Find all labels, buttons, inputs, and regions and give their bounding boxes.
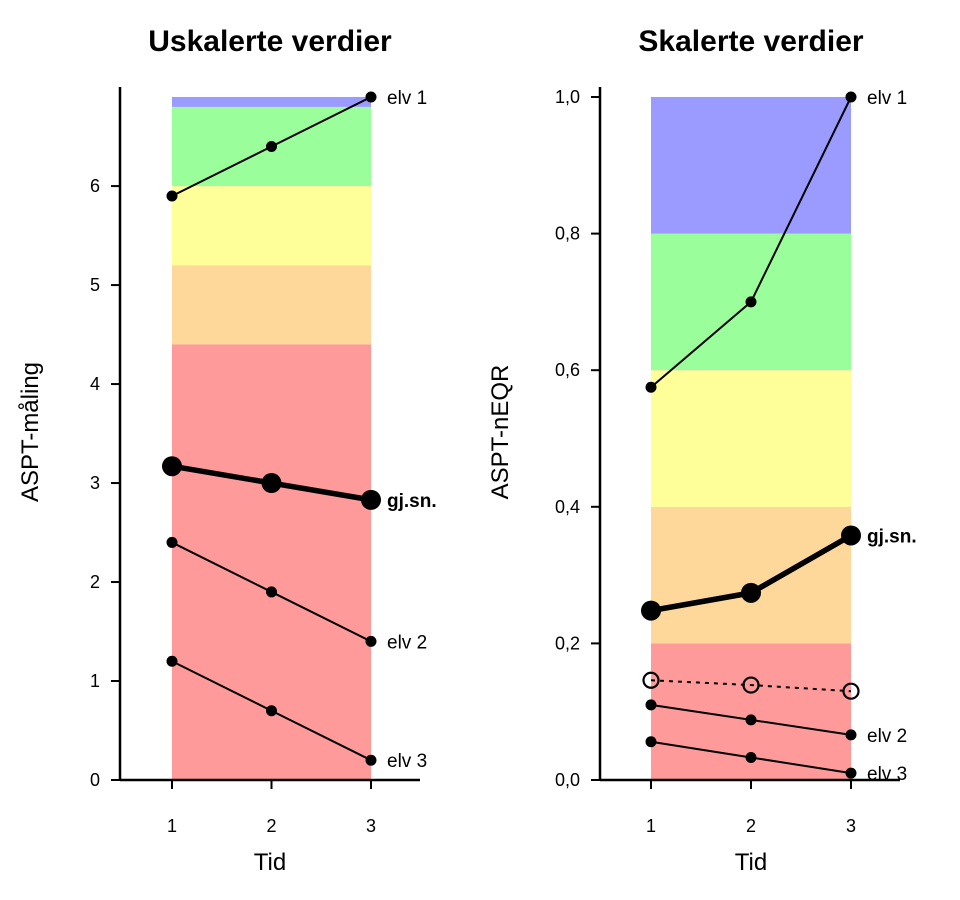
y-tick-label: 1: [90, 671, 100, 691]
data-point-unnamed: [842, 682, 860, 700]
x-axis-title: Tid: [735, 849, 767, 876]
y-axis-title: ASPT-nEQR: [487, 365, 514, 500]
data-point-gj-sn: [261, 473, 282, 494]
data-point-elv-1: [166, 190, 178, 202]
y-tick-label: 0,6: [555, 360, 580, 380]
data-point-elv-3: [365, 754, 377, 766]
series-label: elv 2: [387, 632, 427, 653]
data-point-elv-1: [266, 140, 277, 152]
y-axis-title: ASPT-måling: [17, 362, 44, 502]
x-tick-label: 1: [167, 816, 177, 836]
chart-title: Skalerte verdier: [638, 25, 863, 58]
x-tick-label: 2: [746, 816, 756, 836]
series-label: elv 3: [387, 751, 427, 772]
series-label: elv 3: [867, 764, 907, 785]
data-point-elv-2: [166, 536, 178, 548]
y-tick-label: 0: [90, 770, 100, 790]
data-point-gj-sn: [361, 489, 381, 510]
data-point-unnamed: [642, 671, 660, 689]
x-tick-label: 2: [266, 816, 276, 836]
class-band-5: [651, 97, 851, 234]
series-line-unnamed: [650, 679, 852, 693]
data-point-gj-sn: [841, 525, 861, 546]
x-tick-label: 3: [366, 816, 376, 836]
y-tick-label: 1,0: [555, 87, 580, 107]
data-point-elv-3: [645, 736, 657, 748]
x-tick-label: 3: [846, 816, 856, 836]
y-tick-label: 3: [90, 473, 100, 493]
data-point-elv-1: [845, 91, 857, 103]
series-label: elv 2: [867, 726, 907, 747]
class-band-2: [172, 265, 371, 345]
chart-panel-1: 0 1 2 3 4 5 6 1 2 3 elv 1 gj.sn. elv 2 elv 3 Uskalerte…: [17, 25, 437, 876]
series-label: elv 1: [867, 88, 907, 109]
data-point-elv-1: [365, 91, 377, 103]
data-point-unnamed: [742, 676, 760, 694]
y-tick-label: 6: [90, 176, 100, 196]
series-label: elv 1: [387, 88, 427, 109]
class-band-5: [172, 97, 371, 107]
y-tick-label: 0,4: [555, 497, 580, 517]
data-point-elv-2: [845, 729, 857, 741]
chart-panel-2: 0,0 0,2 0,4 0,6 0,8 1,0 1 2 3 elv 1 gj.sn. elv 2 elv…: [487, 25, 917, 876]
class-band-3: [651, 370, 851, 507]
class-band-2: [651, 506, 851, 644]
y-tick-label: 2: [90, 572, 100, 592]
data-point-elv-3: [266, 705, 277, 717]
x-axis-title: Tid: [254, 849, 286, 876]
y-tick-label: 0,8: [555, 224, 580, 244]
data-point-elv-3: [166, 655, 178, 667]
y-tick-label: 0,2: [555, 633, 580, 653]
data-point-elv-3: [745, 751, 757, 763]
data-point-elv-3: [845, 767, 857, 779]
data-point-elv-2: [645, 699, 657, 711]
x-tick-label: 1: [646, 816, 656, 836]
y-tick-label: 5: [90, 275, 100, 295]
series-label: gj.sn.: [387, 491, 437, 512]
data-point-elv-1: [745, 296, 757, 308]
data-point-elv-1: [645, 381, 657, 393]
data-point-elv-2: [365, 635, 377, 647]
y-tick-label: 0,0: [555, 770, 580, 790]
data-point-elv-2: [745, 714, 757, 726]
series-label: gj.sn.: [867, 526, 917, 547]
data-point-gj-sn: [741, 582, 761, 603]
data-point-gj-sn: [641, 600, 661, 621]
data-point-elv-2: [266, 586, 277, 598]
chart-title: Uskalerte verdier: [148, 25, 392, 58]
class-band-3: [172, 186, 371, 266]
y-tick-label: 4: [90, 374, 100, 394]
data-point-gj-sn: [162, 456, 182, 477]
